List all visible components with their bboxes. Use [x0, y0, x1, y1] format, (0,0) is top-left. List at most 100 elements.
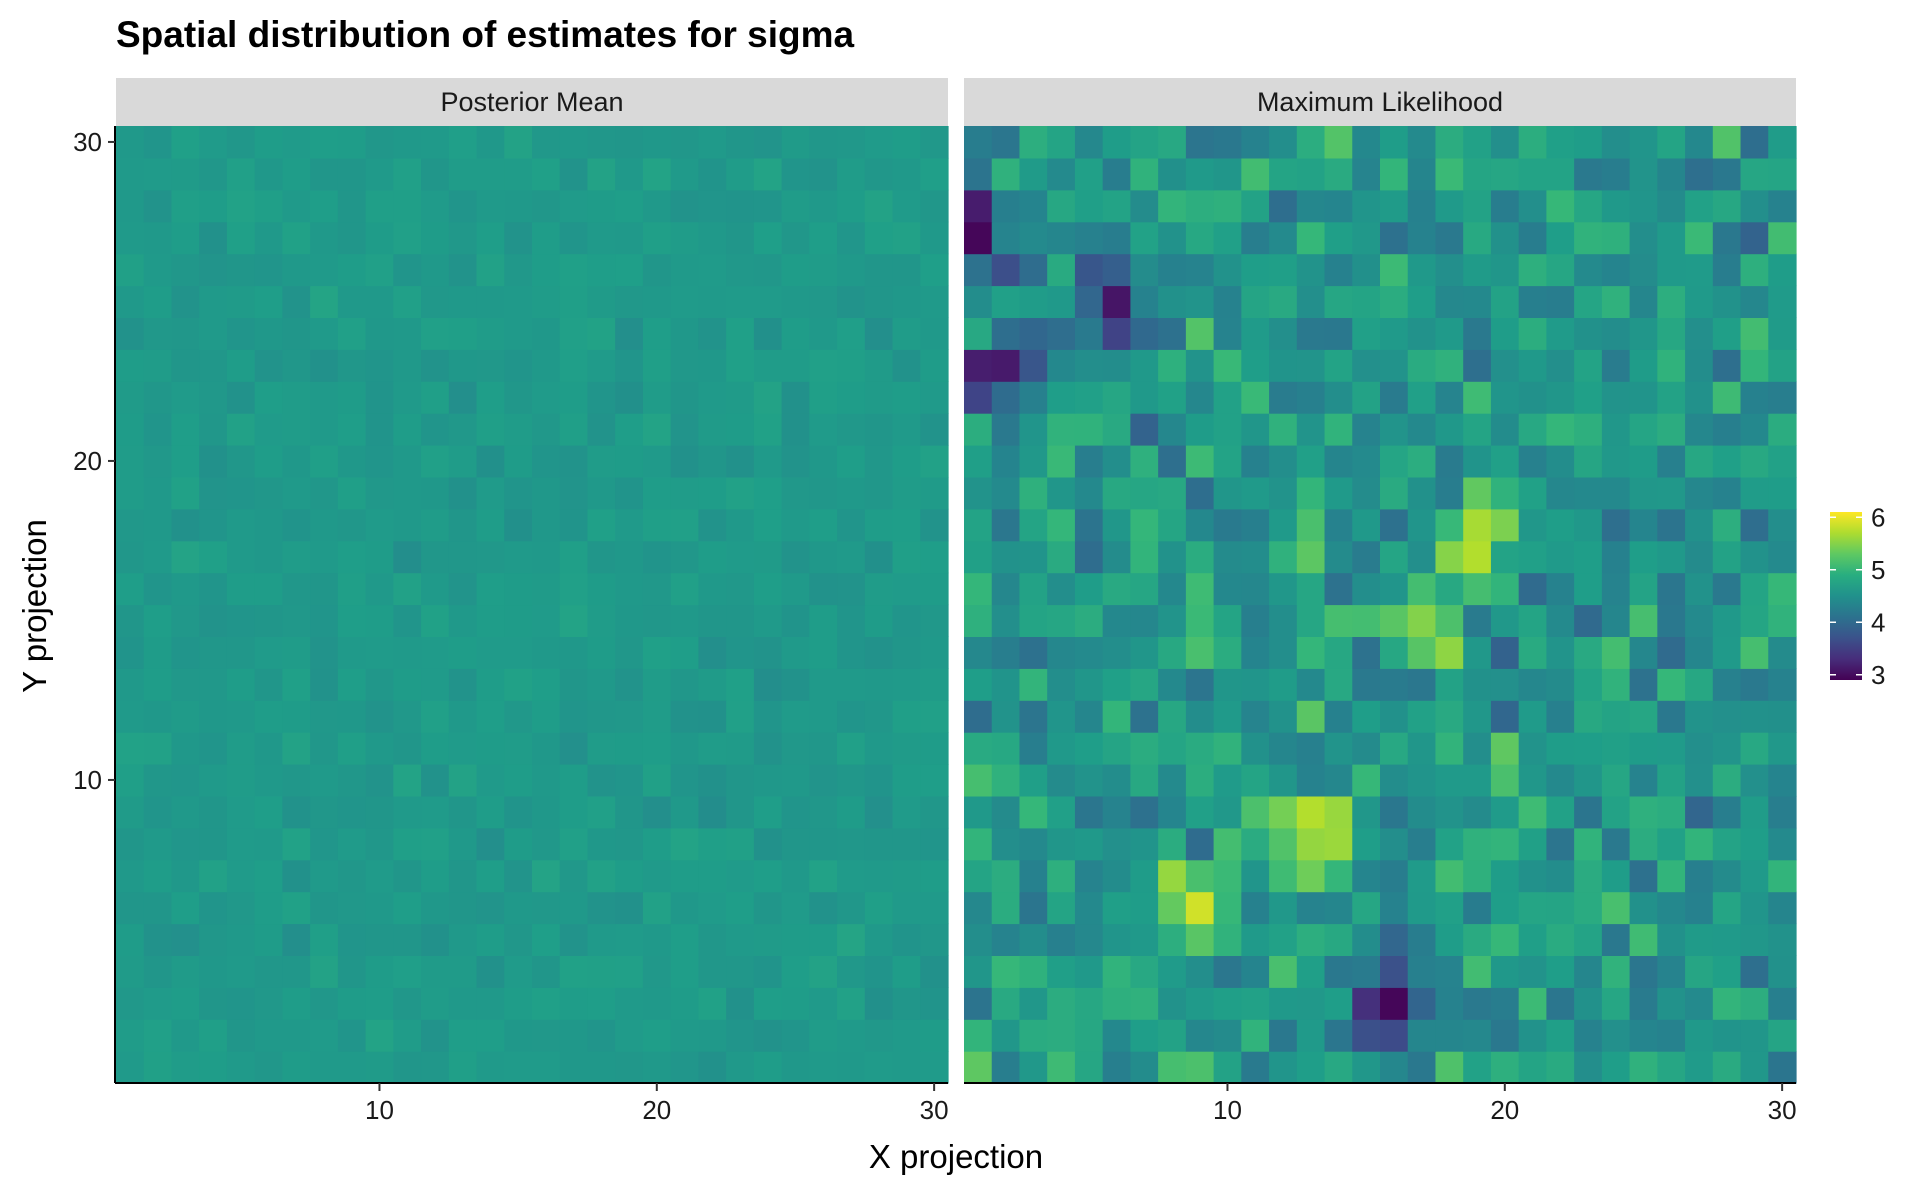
heatmap-cell — [781, 1019, 810, 1052]
heatmap-cell — [254, 795, 283, 829]
heatmap-cell — [1158, 668, 1187, 701]
heatmap-cell — [476, 859, 505, 893]
y-tick-label: 30 — [73, 127, 102, 157]
heatmap-cell — [1712, 955, 1742, 988]
heatmap-cell — [1685, 126, 1714, 159]
heatmap-cell — [1463, 445, 1492, 478]
heatmap-cell — [1435, 381, 1464, 414]
heatmap-cell — [1185, 253, 1215, 287]
heatmap-cell — [1712, 572, 1742, 606]
heatmap-cell — [559, 221, 589, 255]
heatmap-cell — [1463, 827, 1492, 861]
heatmap-cell — [171, 508, 200, 542]
heatmap-cell — [226, 732, 256, 765]
heatmap-cell — [532, 891, 561, 925]
heatmap-cell — [587, 987, 616, 1020]
heatmap-cell — [1574, 221, 1603, 255]
heatmap-cell — [615, 476, 644, 510]
heatmap-cell — [1712, 445, 1742, 478]
heatmap-cell — [254, 827, 283, 861]
heatmap-cell — [532, 253, 561, 287]
heatmap-cell — [199, 189, 228, 223]
heatmap-cell — [991, 955, 1021, 988]
heatmap-cell — [1213, 413, 1242, 446]
heatmap-cell — [781, 764, 810, 797]
heatmap-cell — [642, 349, 672, 382]
heatmap-cell — [920, 827, 949, 861]
heatmap-cell — [1324, 923, 1353, 956]
heatmap-cell — [365, 126, 394, 159]
heatmap-cell — [1657, 732, 1686, 765]
heatmap-cell — [1685, 157, 1714, 191]
heatmap-cell — [1768, 221, 1797, 255]
heatmap-cell — [1629, 859, 1658, 893]
heatmap-cell — [1463, 668, 1492, 701]
heatmap-cell — [753, 317, 783, 350]
heatmap-cell — [642, 859, 672, 893]
heatmap-cell — [1740, 764, 1769, 797]
heatmap-cell — [1463, 891, 1492, 925]
heatmap-cell — [1213, 445, 1242, 478]
heatmap-cell — [1407, 827, 1437, 861]
heatmap-cell — [920, 540, 949, 574]
heatmap-cell — [1518, 157, 1547, 191]
heatmap-cell — [1546, 795, 1575, 829]
heatmap-cell — [1074, 572, 1104, 606]
heatmap-cell — [171, 955, 200, 988]
heatmap-cell — [448, 859, 478, 893]
heatmap-cell — [1130, 221, 1159, 255]
heatmap-cell — [1435, 317, 1464, 350]
heatmap-cell — [1546, 157, 1575, 191]
heatmap-cell — [365, 349, 394, 382]
heatmap-cell — [1047, 540, 1076, 574]
heatmap-cell — [698, 827, 727, 861]
heatmap-cell — [1629, 923, 1658, 956]
heatmap-cell — [1074, 445, 1104, 478]
heatmap-cell — [1629, 221, 1658, 255]
heatmap-cell — [837, 795, 866, 829]
heatmap-cell — [1740, 668, 1769, 701]
heatmap-cell — [1463, 732, 1492, 765]
heatmap-cell — [504, 317, 533, 350]
heatmap-cell — [615, 668, 644, 701]
heatmap-cell — [698, 987, 727, 1020]
heatmap-cell — [1019, 827, 1048, 861]
heatmap-cell — [171, 253, 200, 287]
heatmap-cell — [1241, 189, 1270, 223]
heatmap-cell — [226, 381, 256, 414]
heatmap-cell — [1768, 668, 1797, 701]
heatmap-cell — [642, 1051, 672, 1084]
heatmap-cell — [753, 891, 783, 925]
heatmap-cell — [1380, 668, 1409, 701]
heatmap-cell — [365, 636, 394, 669]
heatmap-cell — [559, 349, 589, 382]
heatmap-cell — [254, 923, 283, 956]
heatmap-cell — [1463, 764, 1492, 797]
heatmap-cell — [1130, 732, 1159, 765]
heatmap-cell — [1463, 1051, 1492, 1084]
x-axis-ticks: 10 20 30 10 20 30 — [365, 1083, 1797, 1125]
heatmap-cell — [393, 827, 422, 861]
heatmap-cell — [282, 253, 311, 287]
heatmap-cell — [1518, 1051, 1547, 1084]
heatmap-cell — [1518, 732, 1547, 765]
heatmap-cell — [615, 827, 644, 861]
heatmap-cell — [1407, 349, 1437, 382]
heatmap-cell — [1269, 764, 1298, 797]
heatmap-cell — [781, 317, 810, 350]
heatmap-cell — [171, 349, 200, 382]
heatmap-cell — [615, 572, 644, 606]
heatmap-cell — [532, 668, 561, 701]
heatmap-cell — [1740, 189, 1769, 223]
heatmap-cell — [476, 572, 505, 606]
heatmap-cell — [587, 349, 616, 382]
heatmap-cell — [337, 317, 367, 350]
heatmap-cell — [781, 540, 810, 574]
heatmap-cell — [1380, 859, 1409, 893]
heatmap-cell — [1601, 859, 1631, 893]
heatmap-cell — [1685, 827, 1714, 861]
heatmap-cell — [1546, 445, 1575, 478]
heatmap-cell — [920, 891, 949, 925]
heatmap-cell — [698, 795, 727, 829]
heatmap-cell — [781, 572, 810, 606]
